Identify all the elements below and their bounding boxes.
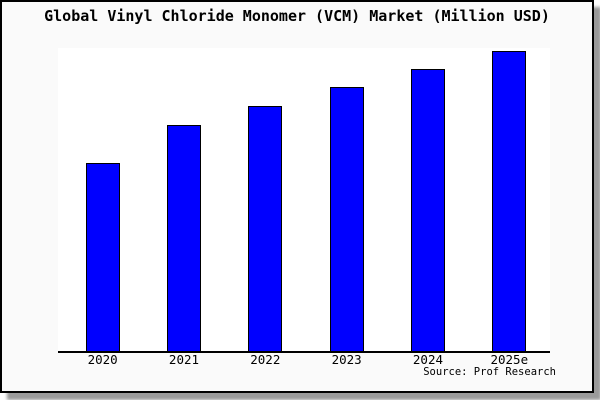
bars-container bbox=[58, 48, 550, 351]
x-tick-label-2025e: 2025e bbox=[490, 352, 529, 367]
bar-2022 bbox=[248, 105, 283, 351]
x-tick-label-2022: 2022 bbox=[250, 352, 281, 367]
x-tick-label-2023: 2023 bbox=[331, 352, 362, 367]
bar-2020 bbox=[85, 162, 120, 351]
bar-2023 bbox=[329, 87, 364, 351]
chart-title: Global Vinyl Chloride Monomer (VCM) Mark… bbox=[44, 7, 550, 25]
x-tick-label-2021: 2021 bbox=[168, 352, 200, 367]
x-tick-label-2024: 2024 bbox=[412, 352, 444, 367]
plot-area bbox=[58, 48, 550, 353]
source-note: Source: Prof Research bbox=[423, 366, 556, 378]
bar-2024 bbox=[410, 69, 445, 351]
chart-frame: Global Vinyl Chloride Monomer (VCM) Mark… bbox=[0, 0, 594, 393]
bar-2021 bbox=[166, 125, 201, 351]
x-tick-label-2020: 2020 bbox=[87, 352, 118, 367]
x-axis-labels: 2020 2021 2022 2023 2024 2025e bbox=[58, 352, 550, 367]
bar-2025e bbox=[492, 51, 527, 351]
